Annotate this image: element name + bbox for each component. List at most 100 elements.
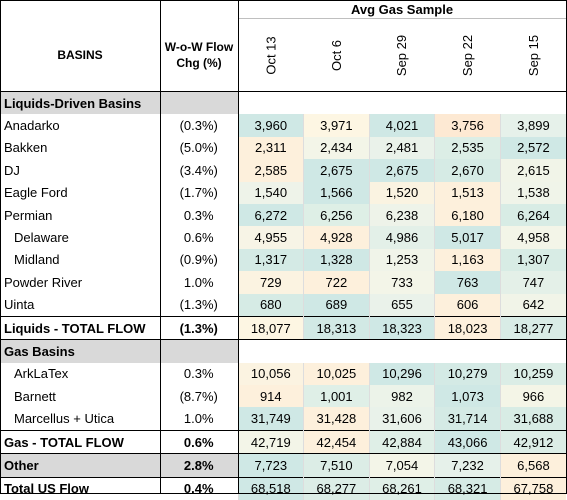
flow-value-cell: 914: [237, 385, 304, 408]
flow-value-cell: 1,001: [303, 385, 370, 408]
blank-cell: [500, 339, 566, 363]
flow-value-cell: 42,884: [368, 429, 435, 455]
flow-value-cell: 4,958: [499, 226, 566, 249]
wow-change: 1.0%: [183, 274, 214, 290]
flow-value-cell: 689: [303, 293, 370, 317]
flow-value-cell: 43,066: [434, 429, 501, 455]
flow-value-cell: 606: [434, 293, 501, 317]
flow-value-cell: 6,180: [434, 203, 501, 227]
flow-value-cell: 2,535: [434, 136, 501, 160]
table-row: Marcellus + Utica 1.0% 31,749 31,428 31,606 3…: [0, 407, 566, 431]
flow-value-cell: 42,719: [237, 429, 304, 455]
flow-value-cell: 680: [237, 293, 304, 317]
wow-change: 1.0%: [183, 411, 214, 427]
basin-name: ArkLaTex: [14, 366, 69, 382]
wow-change: 0.6%: [160, 429, 238, 455]
flow-value-cell: 655: [368, 293, 435, 317]
flow-value-cell: 18,077: [237, 315, 304, 341]
flow-value-cell: 18,323: [368, 315, 435, 341]
flow-value-cell: 68,277: [303, 476, 370, 500]
wow-change: (0.3%): [179, 118, 218, 134]
basin-name: Eagle Ford: [4, 185, 68, 201]
flow-value-cell: 733: [368, 271, 435, 294]
wow-change: (1.7%): [179, 185, 218, 201]
wow-change-header-line1: W-o-W Flow: [164, 39, 234, 54]
basin-name: Powder River: [4, 274, 83, 290]
basin-name: Midland: [14, 252, 60, 268]
table-row: Powder River 1.0% 729 722 733 763 747: [0, 271, 566, 294]
flow-value-cell: 1,540: [237, 181, 304, 204]
section-row: Liquids-Driven Basins: [0, 91, 566, 115]
date-header: Sep 22: [434, 18, 501, 92]
flow-value-cell: 7,232: [434, 453, 501, 478]
flow-value-cell: 4,021: [368, 114, 435, 137]
wow-change: (0.9%): [179, 252, 218, 268]
section-row: Gas Basins: [0, 339, 566, 363]
flow-value-cell: 31,606: [368, 407, 435, 431]
flow-value-cell: 1,163: [434, 248, 501, 272]
flow-value-cell: 68,321: [434, 476, 501, 500]
flow-value-cell: 5,017: [434, 226, 501, 249]
flow-value-cell: 42,912: [499, 429, 566, 455]
flow-value-cell: 2,670: [434, 159, 501, 182]
flow-value-cell: 4,986: [368, 226, 435, 249]
wow-change: 0.3%: [183, 366, 214, 382]
group-title: Avg Gas Sample: [238, 0, 566, 19]
flow-value-cell: 2,311: [237, 136, 304, 160]
flow-value-cell: 6,272: [237, 203, 304, 227]
flow-value-cell: 1,307: [499, 248, 566, 272]
flow-value-cell: 6,568: [499, 453, 566, 478]
blank-cell: [238, 339, 304, 363]
blank-cell: [238, 91, 304, 115]
flow-value-cell: 1,520: [368, 181, 435, 204]
basin-name: DJ: [4, 162, 20, 178]
date-header-label: Sep 22: [460, 34, 476, 76]
table-row: Uinta (1.3%) 680 689 655 606 642: [0, 293, 566, 317]
table-row: Bakken (5.0%) 2,311 2,434 2,481 2,535 2,572: [0, 136, 566, 160]
flow-value-cell: 3,899: [499, 114, 566, 137]
table-row: Eagle Ford (1.7%) 1,540 1,566 1,520 1,513 1,53…: [0, 181, 566, 204]
header-group-row: Avg Gas Sample: [0, 0, 566, 19]
blank-cell: [303, 91, 370, 115]
wow-change: (8.7%): [179, 388, 218, 404]
flow-value-cell: 1,513: [434, 181, 501, 204]
flow-value-cell: 7,723: [237, 453, 304, 478]
flow-value-cell: 6,264: [499, 203, 566, 227]
flow-value-cell: 1,253: [368, 248, 435, 272]
total-row: Liquids - TOTAL FLOW (1.3%) 18,077 18,313 18…: [0, 315, 566, 341]
flow-value-cell: 68,518: [237, 476, 304, 500]
date-header: Sep 15: [500, 18, 566, 92]
wow-change: (1.3%): [179, 297, 218, 313]
flow-value-cell: 68,261: [368, 476, 435, 500]
table-row: Anadarko (0.3%) 3,960 3,971 4,021 3,756 3,899: [0, 114, 566, 137]
flow-value-cell: 2,675: [368, 159, 435, 182]
flow-value-cell: 2,585: [237, 159, 304, 182]
blank-cell: [369, 91, 435, 115]
flow-value-cell: 747: [499, 271, 566, 294]
table-row: Midland (0.9%) 1,317 1,328 1,253 1,163 1,307: [0, 248, 566, 272]
flow-value-cell: 10,025: [303, 362, 370, 386]
flow-value-cell: 2,675: [303, 159, 370, 182]
section-label: Liquids-Driven Basins: [0, 91, 238, 115]
flow-value-cell: 10,279: [434, 362, 501, 386]
wow-change: (1.3%): [160, 315, 238, 341]
flow-value-cell: 3,756: [434, 114, 501, 137]
wow-change-header-line2: Chg (%): [176, 55, 222, 70]
flow-value-cell: 18,277: [499, 315, 566, 341]
wow-change: 2.8%: [160, 453, 238, 478]
flow-value-cell: 1,073: [434, 385, 501, 408]
flow-value-cell: 2,434: [303, 136, 370, 160]
total-row: Gas - TOTAL FLOW 0.6% 42,719 42,454 42,884 43…: [0, 429, 566, 455]
flow-value-cell: 2,481: [368, 136, 435, 160]
flow-value-cell: 31,688: [499, 407, 566, 431]
wow-change: 0.6%: [183, 230, 214, 246]
basin-name: Other: [0, 453, 160, 478]
basin-name: Anadarko: [4, 118, 60, 134]
basins-header: BASINS: [0, 18, 160, 92]
flow-value-cell: 982: [368, 385, 435, 408]
flow-value-cell: 2,572: [499, 136, 566, 160]
date-header-label: Sep 15: [525, 34, 541, 76]
wow-change: (3.4%): [179, 162, 218, 178]
